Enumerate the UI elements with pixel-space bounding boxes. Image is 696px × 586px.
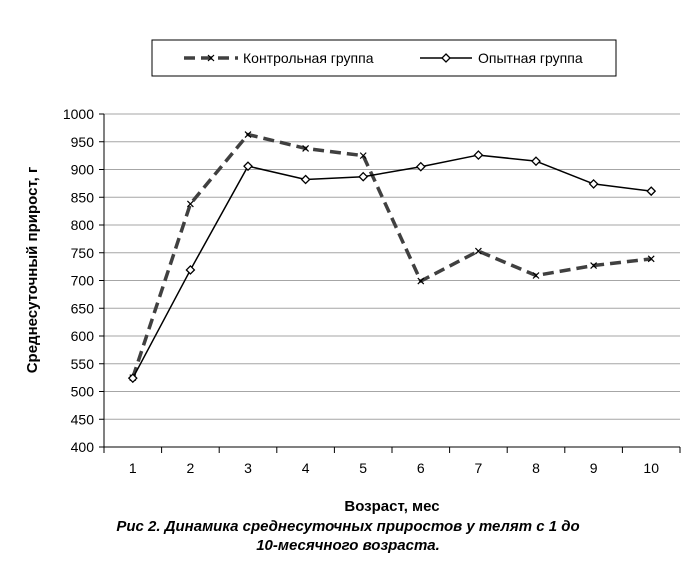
- y-tick-label-950: 950: [71, 134, 95, 150]
- series-1-point-7-b: [474, 247, 482, 255]
- caption-line-1: Рис 2. Динамика среднесуточных приростов…: [116, 518, 580, 535]
- series-2-point-9: [588, 179, 599, 189]
- series-2-point-4: [300, 174, 311, 185]
- series-1-point-6: [417, 277, 425, 285]
- y-axis-title: Среднесуточный прирост, г: [24, 167, 41, 374]
- y-tick-label-700: 700: [71, 273, 95, 289]
- series-1-point-4: [302, 144, 310, 152]
- series-2-point-3: [243, 161, 253, 172]
- legend: Контрольная группа Опытная группа: [151, 39, 617, 77]
- legend-label-1: Контрольная группа: [243, 50, 374, 66]
- x-tick-label-8: 8: [532, 460, 540, 476]
- axes: [99, 113, 681, 453]
- series-1-point-10-b: [647, 255, 655, 263]
- y-tick-label-900: 900: [71, 162, 95, 178]
- x-tick-label-7: 7: [475, 460, 483, 476]
- series-1-point-2: [186, 200, 194, 208]
- y-tick-label-800: 800: [71, 217, 95, 233]
- x-tick-label-3: 3: [244, 460, 252, 476]
- series-1-point-8: [532, 272, 540, 279]
- series-1-point-5-b: [359, 152, 367, 160]
- y-tick-label-400: 400: [71, 439, 95, 455]
- series-1-point-10: [647, 255, 655, 263]
- x-tick-label-6: 6: [417, 460, 425, 476]
- series-1-point-9: [590, 262, 598, 269]
- series-1-point-7: [474, 247, 482, 255]
- y-tick-label-650: 650: [71, 300, 95, 316]
- series-2-point-10: [646, 186, 657, 197]
- caption-line-2: 10-месячного возраста.: [256, 537, 440, 554]
- series-2-point-1: [127, 373, 138, 384]
- grid-lines: [104, 113, 680, 420]
- series-1-point-5: [359, 152, 367, 160]
- data-series: [127, 131, 657, 384]
- series-1-point-2-b: [186, 200, 194, 208]
- y-tick-label-450: 450: [71, 411, 95, 427]
- series-1-point-9-b: [590, 262, 598, 269]
- x-tick-label-5: 5: [359, 460, 367, 476]
- series-2-point-2: [185, 265, 196, 275]
- y-tick-labels: 400 450 500 550 600 650 700 750 800 850 900 950 1000: [63, 106, 94, 455]
- legend-marker-2: [441, 53, 451, 63]
- y-tick-label-750: 750: [71, 245, 95, 261]
- series-line-1: [131, 132, 652, 379]
- x-tick-label-2: 2: [187, 460, 195, 476]
- y-tick-label-550: 550: [71, 356, 95, 372]
- series-1-point-6-b: [417, 277, 425, 285]
- x-axis-title: Возраст, мес: [344, 498, 439, 515]
- x-tick-labels: 1 2 3 4 5 6 7 8 9 10: [129, 460, 659, 476]
- y-tick-label-850: 850: [71, 189, 95, 205]
- series-2-point-7: [473, 150, 484, 160]
- legend-marker-1: [207, 54, 215, 62]
- y-tick-label-1000: 1000: [63, 106, 94, 122]
- x-tick-label-9: 9: [590, 460, 598, 476]
- series-line-2: [132, 154, 652, 379]
- x-tick-label-4: 4: [302, 460, 310, 476]
- series-2-point-8: [531, 156, 541, 167]
- x-tick-label-1: 1: [129, 460, 137, 476]
- y-tick-label-500: 500: [71, 384, 95, 400]
- legend-box: [151, 39, 617, 77]
- series-2-point-5: [358, 171, 369, 182]
- y-tick-label-600: 600: [71, 328, 95, 344]
- legend-label-2: Опытная группа: [478, 50, 583, 66]
- series-1-point-8-b: [532, 272, 540, 279]
- series-1-point-4-b: [302, 144, 310, 152]
- figure-caption: Рис 2. Динамика среднесуточных приростов…: [0, 517, 696, 555]
- x-tick-label-10: 10: [643, 460, 659, 476]
- series-1-point-3: [244, 131, 252, 138]
- legend-marker-1-b: [207, 54, 215, 62]
- series-2-point-6: [415, 161, 426, 172]
- series-1-point-3-b: [244, 131, 252, 138]
